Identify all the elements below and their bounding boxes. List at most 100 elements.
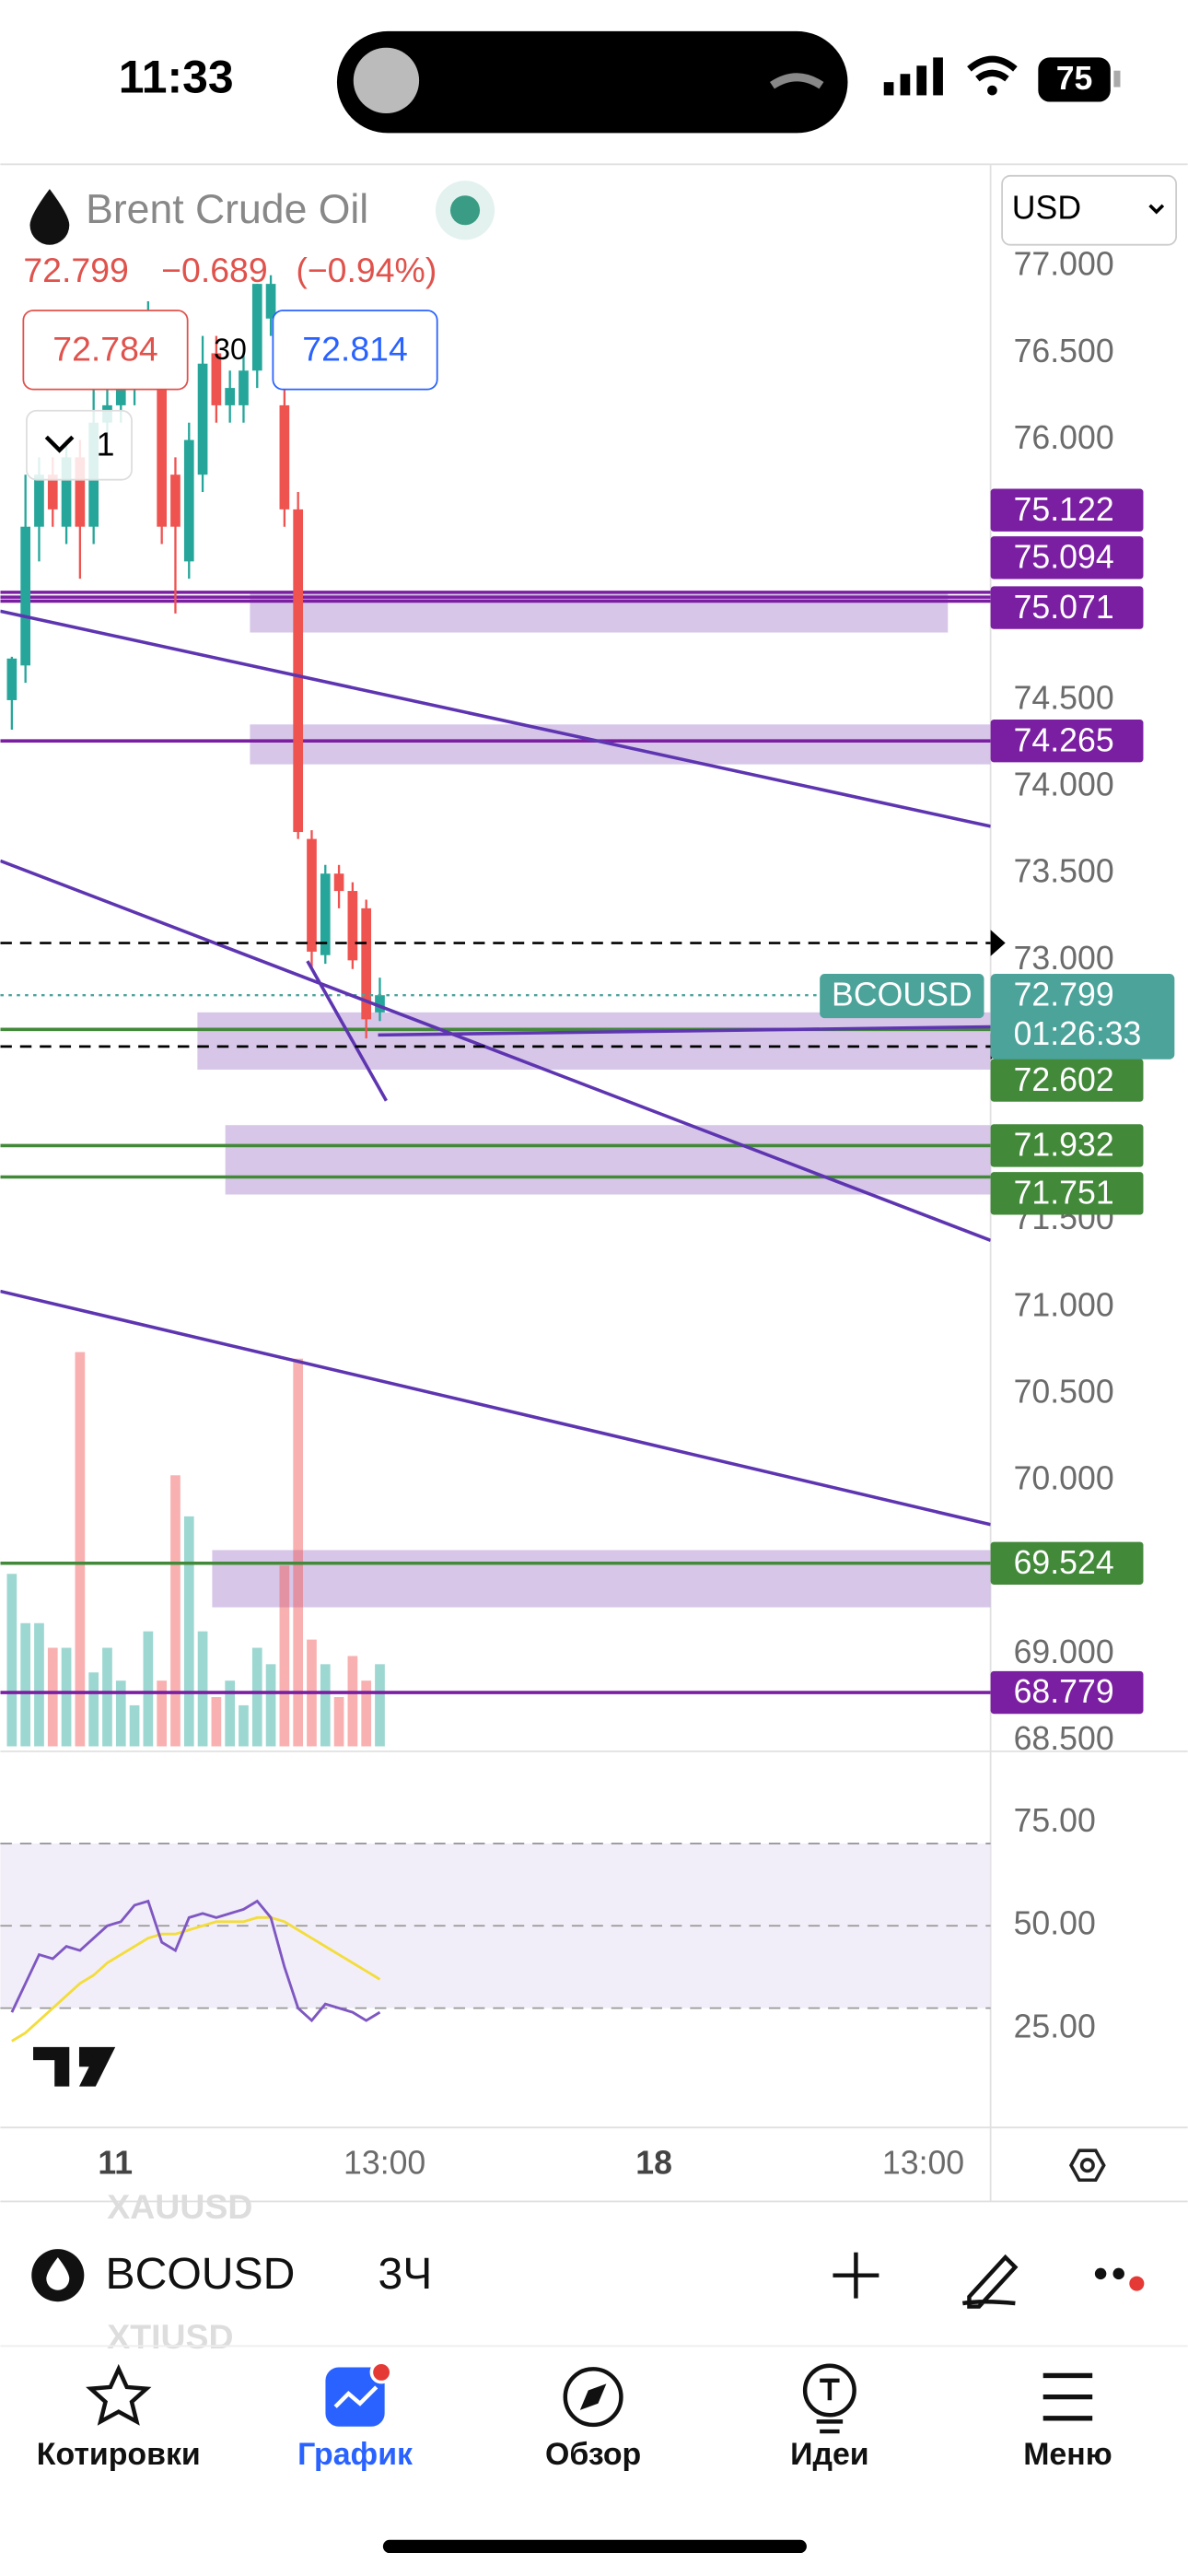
draw-button[interactable] <box>961 2254 1019 2309</box>
symbol-tag: BCOUSD <box>832 976 973 1013</box>
more-button[interactable] <box>1094 2267 1145 2291</box>
tab[interactable]: Котировки <box>37 2437 201 2472</box>
candle-body <box>183 439 194 562</box>
ask: 72.814 <box>302 329 408 368</box>
candle-body <box>239 370 249 405</box>
candle-body <box>211 353 222 405</box>
candle-body <box>115 388 126 405</box>
candle-body <box>225 388 236 405</box>
tab-icon-line <box>333 2385 379 2408</box>
settings-icon[interactable] <box>1068 2149 1106 2183</box>
tab-icon <box>86 2363 152 2426</box>
volume-bar <box>251 1647 262 1747</box>
tab-icon <box>802 2363 856 2418</box>
candle-body <box>6 658 17 700</box>
call-icon <box>770 73 824 89</box>
volume-bar <box>361 1680 372 1747</box>
trend-line <box>0 1289 991 1527</box>
level-label-box <box>990 1059 1144 1102</box>
volume-bar <box>102 1647 112 1747</box>
level-label-box <box>990 1172 1144 1215</box>
battery <box>1038 57 1111 102</box>
compass <box>579 2383 607 2410</box>
y-tick-label: 71.000 <box>1014 1286 1114 1323</box>
y-tick-label: 76.000 <box>1014 419 1114 456</box>
volume-bar <box>20 1622 31 1747</box>
tab[interactable]: Обзор <box>545 2437 641 2472</box>
tab-icon <box>1042 2372 1093 2421</box>
level-label: 68.779 <box>1014 1673 1114 1710</box>
rsi-pane <box>0 1843 991 2043</box>
candle-body <box>20 526 31 666</box>
candle-body <box>320 873 331 955</box>
level-label-box <box>990 1670 1144 1715</box>
tab[interactable]: Меню <box>1023 2437 1112 2472</box>
volume-bar <box>129 1704 140 1747</box>
volume-bar <box>239 1704 249 1747</box>
tv-logo-dot <box>78 2050 93 2064</box>
volume-bar <box>170 1475 181 1747</box>
add-button[interactable] <box>833 2252 879 2299</box>
volume-bar <box>115 1680 126 1747</box>
rsi-tick-label: 75.00 <box>1014 1802 1096 1839</box>
tab-active[interactable]: График <box>297 2437 413 2472</box>
trend-line <box>0 859 991 1242</box>
volume-bar <box>157 1680 168 1747</box>
volume-bar <box>320 1664 331 1747</box>
ghost-symbol: XAUUSD <box>107 2187 252 2226</box>
candle-body <box>197 363 208 475</box>
x-tick-label: 11 <box>98 2145 133 2182</box>
rsi-tick-label: 50.00 <box>1014 1905 1096 1942</box>
volume-bar <box>88 1672 99 1747</box>
level-label-box <box>990 1124 1144 1167</box>
volume-bar <box>225 1680 236 1747</box>
y-tick-label: 74.500 <box>1014 679 1114 716</box>
x-tick-label: 18 <box>635 2145 672 2182</box>
rsi-tick-label: 25.00 <box>1014 2008 1096 2044</box>
volume-bar <box>211 1697 222 1747</box>
level-label: 72.602 <box>1014 1061 1114 1098</box>
indicator-toggle[interactable] <box>26 409 133 481</box>
currency: USD <box>1012 190 1081 227</box>
tab[interactable]: Идеи <box>790 2437 869 2472</box>
level-label: 71.751 <box>1014 1175 1114 1212</box>
trend-line <box>306 960 388 1102</box>
volume-bar <box>279 1565 290 1747</box>
market-status <box>449 195 481 226</box>
level-label: 75.094 <box>1014 539 1114 576</box>
avatar <box>353 47 420 114</box>
trend-lines <box>0 609 991 1527</box>
tab-icon <box>563 2367 623 2428</box>
interval[interactable]: 3Ч <box>379 2249 433 2299</box>
candle-body <box>333 873 344 892</box>
indicator-count: 1 <box>97 426 115 463</box>
level-label-box <box>990 488 1144 532</box>
y-tick-label: 73.000 <box>1014 940 1114 977</box>
change: −0.689 <box>161 251 268 289</box>
y-tick-label: 74.000 <box>1014 767 1114 803</box>
volume-bar <box>265 1664 276 1747</box>
candle-body <box>307 838 317 952</box>
last-price-box <box>990 974 1175 1060</box>
candle-body <box>170 474 181 527</box>
candle-body <box>279 404 290 509</box>
volume-bar <box>347 1656 358 1747</box>
level-label: 71.932 <box>1014 1127 1114 1164</box>
toolbar-symbol[interactable]: BCOUSD <box>106 2249 296 2299</box>
change-pct: (−0.94%) <box>296 251 437 289</box>
chevron <box>44 435 75 453</box>
ask-button[interactable] <box>272 310 438 391</box>
level-label-box <box>990 586 1144 629</box>
bid-button[interactable] <box>22 310 189 391</box>
y-tick-label: 69.000 <box>1014 1633 1114 1670</box>
home-indicator <box>382 2539 807 2554</box>
dynamic-island <box>336 30 848 134</box>
currency-select[interactable] <box>1001 174 1178 246</box>
symbol-name: Brent Crude Oil <box>86 187 368 232</box>
candle-body <box>61 457 72 527</box>
candle-body <box>251 284 262 371</box>
candle-body <box>34 474 44 527</box>
rsi-signal <box>11 1915 381 2043</box>
